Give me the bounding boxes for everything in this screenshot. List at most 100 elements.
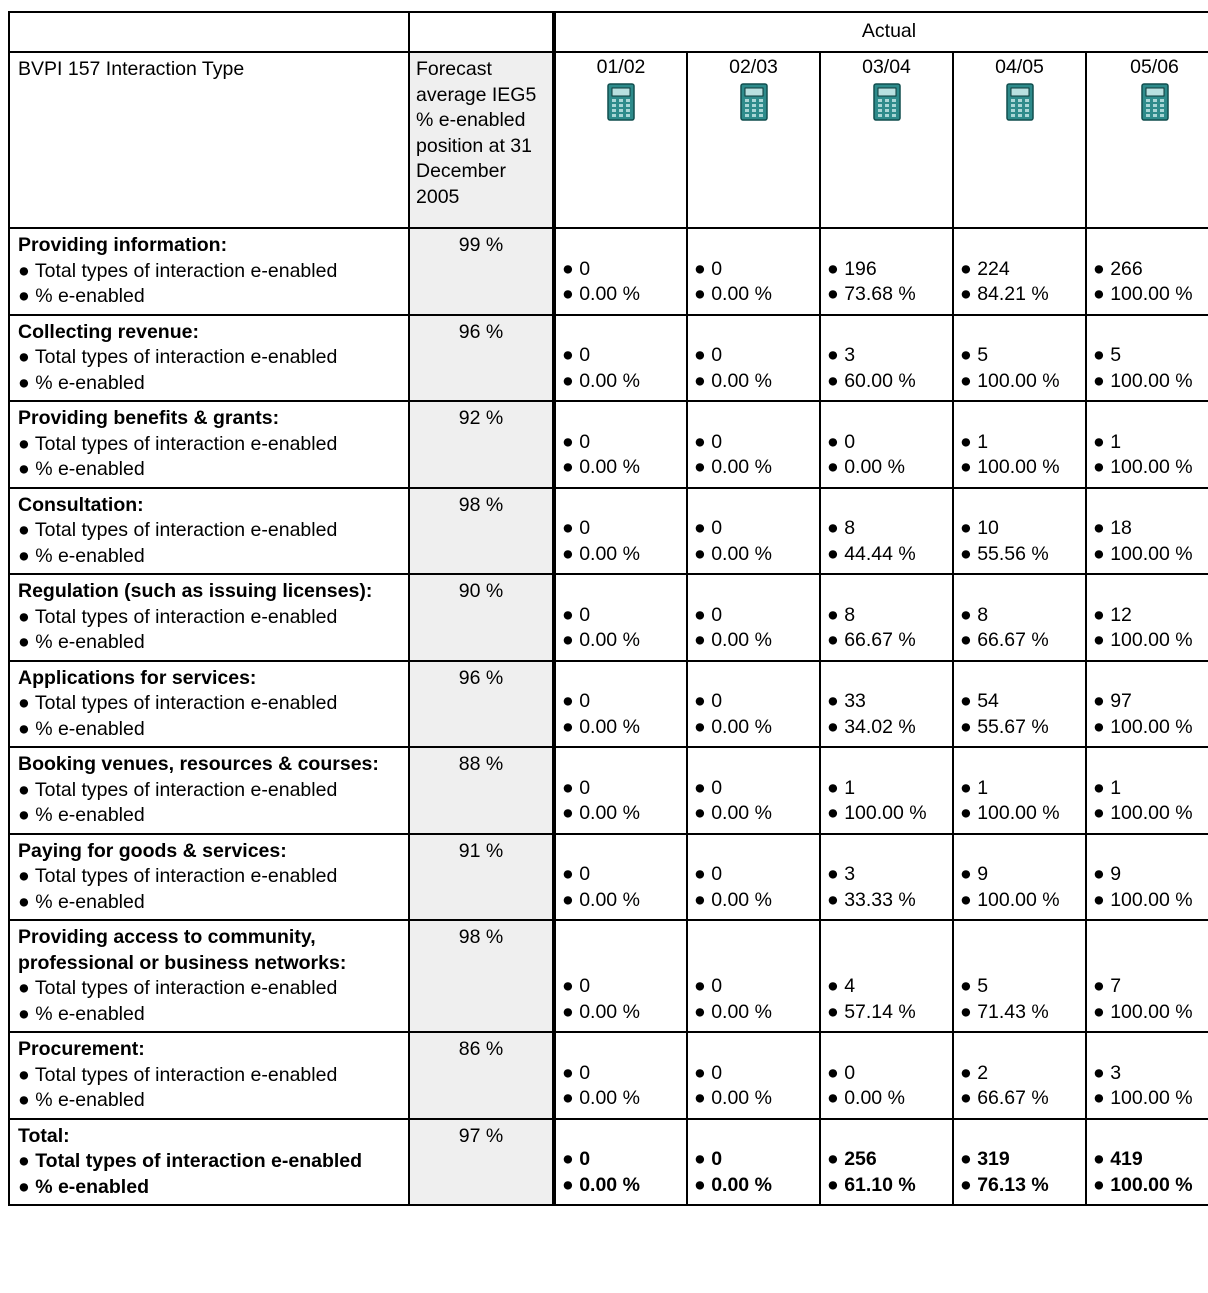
year-value-cell: ● 0 ● 0.00 % <box>687 315 820 402</box>
calculator-icon[interactable] <box>1006 83 1034 121</box>
interaction-type-title: Consultation: <box>18 493 400 519</box>
actual-header: Actual <box>554 12 1208 52</box>
percent-enabled: ● 100.00 % <box>1093 1086 1208 1112</box>
percent-enabled: ● 0.00 % <box>562 888 680 914</box>
total-count: ● 7 <box>1093 974 1208 1000</box>
year-value-cell: ● 1 ● 100.00 % <box>820 747 953 834</box>
year-value-cell: ● 5 ● 100.00 % <box>953 315 1086 402</box>
year-value-cell: ● 0 ● 0.00 % <box>554 488 687 575</box>
sub-label-pct: ● % e-enabled <box>18 1088 400 1114</box>
interaction-type-title: Booking venues, resources & courses: <box>18 752 400 778</box>
percent-enabled: ● 100.00 % <box>1093 888 1208 914</box>
percent-enabled: ● 0.00 % <box>694 455 813 481</box>
year-value-cell: ● 0 ● 0.00 % <box>554 1119 687 1206</box>
interaction-type-title: Applications for services: <box>18 666 400 692</box>
total-count: ● 0 <box>562 1147 680 1173</box>
total-count: ● 8 <box>827 603 946 629</box>
total-count: ● 4 <box>827 974 946 1000</box>
year-value-cell: ● 0 ● 0.00 % <box>554 747 687 834</box>
year-value-cell: ● 10 ● 55.56 % <box>953 488 1086 575</box>
percent-enabled: ● 0.00 % <box>694 282 813 308</box>
sub-label-pct: ● % e-enabled <box>18 1002 400 1028</box>
percent-enabled: ● 34.02 % <box>827 715 946 741</box>
total-count: ● 0 <box>562 776 680 802</box>
percent-enabled: ● 61.10 % <box>827 1173 946 1199</box>
total-count: ● 3 <box>827 862 946 888</box>
year-value-cell: ● 0 ● 0.00 % <box>554 1032 687 1119</box>
table-row: Booking venues, resources & courses: ● To… <box>9 747 1208 834</box>
percent-enabled: ● 0.00 % <box>562 801 680 827</box>
calculator-icon[interactable] <box>607 83 635 121</box>
forecast-value: 90 % <box>409 574 554 661</box>
percent-enabled: ● 0.00 % <box>694 1086 813 1112</box>
percent-enabled: ● 100.00 % <box>1093 1173 1208 1199</box>
year-value-cell: ● 266 ● 100.00 % <box>1086 228 1208 315</box>
percent-enabled: ● 0.00 % <box>694 715 813 741</box>
percent-enabled: ● 100.00 % <box>1093 715 1208 741</box>
year-value-cell: ● 5 ● 100.00 % <box>1086 315 1208 402</box>
percent-enabled: ● 0.00 % <box>694 1000 813 1026</box>
total-count: ● 1 <box>1093 430 1208 456</box>
percent-enabled: ● 100.00 % <box>1093 1000 1208 1026</box>
interaction-type-cell: Providing access to community, professio… <box>9 920 409 1032</box>
table-row: Regulation (such as issuing licenses): ● … <box>9 574 1208 661</box>
percent-enabled: ● 100.00 % <box>960 801 1079 827</box>
year-value-cell: ● 3 ● 100.00 % <box>1086 1032 1208 1119</box>
year-header-0: 01/02 <box>554 52 687 228</box>
forecast-value: 99 % <box>409 228 554 315</box>
total-count: ● 0 <box>562 1061 680 1087</box>
calculator-icon[interactable] <box>873 83 901 121</box>
year-value-cell: ● 0 ● 0.00 % <box>554 834 687 921</box>
percent-enabled: ● 100.00 % <box>960 888 1079 914</box>
percent-enabled: ● 71.43 % <box>960 1000 1079 1026</box>
year-value-cell: ● 12 ● 100.00 % <box>1086 574 1208 661</box>
interaction-type-cell: Paying for goods & services: ● Total type… <box>9 834 409 921</box>
sub-label-pct: ● % e-enabled <box>18 717 400 743</box>
table-row: Applications for services: ● Total types … <box>9 661 1208 748</box>
year-value-cell: ● 33 ● 34.02 % <box>820 661 953 748</box>
percent-enabled: ● 100.00 % <box>960 455 1079 481</box>
table-row: Paying for goods & services: ● Total type… <box>9 834 1208 921</box>
year-value-cell: ● 4 ● 57.14 % <box>820 920 953 1032</box>
year-header-2: 03/04 <box>820 52 953 228</box>
interaction-type-title: Providing access to community, professio… <box>18 925 400 976</box>
year-value-cell: ● 0 ● 0.00 % <box>554 401 687 488</box>
percent-enabled: ● 100.00 % <box>1093 369 1208 395</box>
year-value-cell: ● 0 ● 0.00 % <box>687 228 820 315</box>
sub-label-total: ● Total types of interaction e-enabled <box>18 1063 400 1089</box>
percent-enabled: ● 0.00 % <box>562 542 680 568</box>
total-count: ● 0 <box>694 689 813 715</box>
interaction-type-title: Collecting revenue: <box>18 320 400 346</box>
year-value-cell: ● 0 ● 0.00 % <box>554 661 687 748</box>
percent-enabled: ● 0.00 % <box>694 801 813 827</box>
sub-label-pct: ● % e-enabled <box>18 544 400 570</box>
table-row: Consultation: ● Total types of interactio… <box>9 488 1208 575</box>
calculator-icon[interactable] <box>740 83 768 121</box>
year-value-cell: ● 97 ● 100.00 % <box>1086 661 1208 748</box>
sub-label-pct: ● % e-enabled <box>18 630 400 656</box>
forecast-value: 92 % <box>409 401 554 488</box>
total-count: ● 9 <box>960 862 1079 888</box>
total-count: ● 224 <box>960 257 1079 283</box>
total-count: ● 196 <box>827 257 946 283</box>
sub-label-pct: ● % e-enabled <box>18 457 400 483</box>
calculator-icon[interactable] <box>1141 83 1169 121</box>
sub-label-total: ● Total types of interaction e-enabled <box>18 518 400 544</box>
year-value-cell: ● 9 ● 100.00 % <box>1086 834 1208 921</box>
sub-label-total: ● Total types of interaction e-enabled <box>18 778 400 804</box>
table-row: Collecting revenue: ● Total types of inte… <box>9 315 1208 402</box>
forecast-value: 96 % <box>409 315 554 402</box>
forecast-value: 86 % <box>409 1032 554 1119</box>
forecast-value: 96 % <box>409 661 554 748</box>
year-value-cell: ● 0 ● 0.00 % <box>687 834 820 921</box>
percent-enabled: ● 0.00 % <box>562 1000 680 1026</box>
interaction-type-title: Paying for goods & services: <box>18 839 400 865</box>
year-value-cell: ● 54 ● 55.67 % <box>953 661 1086 748</box>
total-count: ● 0 <box>562 516 680 542</box>
year-value-cell: ● 5 ● 71.43 % <box>953 920 1086 1032</box>
total-count: ● 5 <box>1093 343 1208 369</box>
interaction-type-title: Providing benefits & grants: <box>18 406 400 432</box>
bvpi-table: Actual BVPI 157 Interaction Type Forecas… <box>8 11 1208 1206</box>
percent-enabled: ● 0.00 % <box>827 1086 946 1112</box>
percent-enabled: ● 66.67 % <box>960 1086 1079 1112</box>
